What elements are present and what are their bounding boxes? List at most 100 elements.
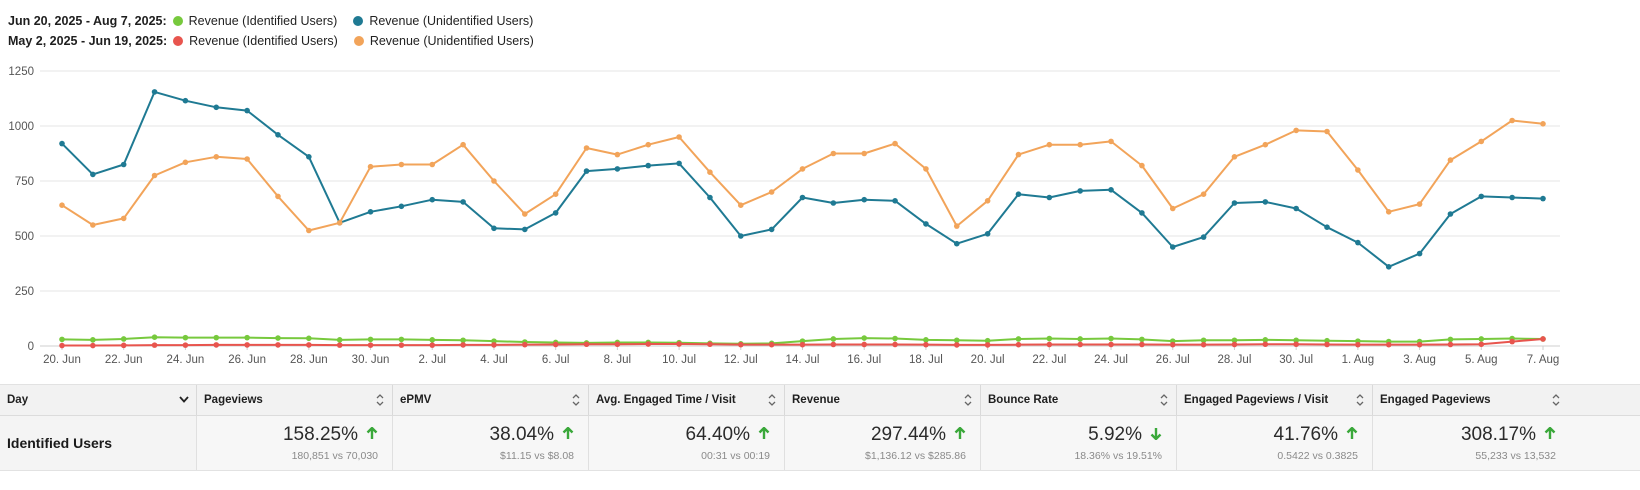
data-point[interactable] [552, 341, 559, 348]
data-point[interactable] [799, 166, 806, 172]
data-point[interactable] [1169, 341, 1176, 348]
data-point[interactable] [1200, 337, 1207, 344]
data-point[interactable] [306, 227, 312, 234]
data-point[interactable] [1324, 224, 1330, 230]
data-point[interactable] [1540, 336, 1546, 342]
data-point[interactable] [1077, 141, 1083, 148]
data-point[interactable] [583, 168, 590, 174]
data-point[interactable] [1139, 341, 1145, 348]
data-point[interactable] [1231, 200, 1238, 206]
data-point[interactable] [491, 225, 497, 232]
data-point[interactable] [583, 145, 590, 151]
data-point[interactable] [1262, 337, 1269, 343]
data-point[interactable] [367, 336, 374, 343]
data-point[interactable] [182, 342, 189, 348]
data-point[interactable] [367, 209, 374, 215]
data-point[interactable] [398, 342, 405, 348]
data-point[interactable] [59, 140, 65, 147]
data-point[interactable] [1478, 193, 1485, 200]
data-point[interactable] [1293, 341, 1299, 348]
data-point[interactable] [768, 189, 775, 195]
column-header-engaged-pageviews[interactable]: Engaged Pageviews [1373, 385, 1640, 415]
data-point[interactable] [676, 160, 682, 167]
data-point[interactable] [984, 198, 991, 204]
data-point[interactable] [151, 172, 158, 179]
legend-item-identified-previous[interactable]: Revenue (Identified Users) [173, 31, 338, 51]
data-point[interactable] [953, 337, 960, 344]
data-point[interactable] [645, 141, 652, 148]
data-point[interactable] [213, 334, 220, 341]
data-point[interactable] [1077, 341, 1083, 348]
data-point[interactable] [1385, 209, 1392, 215]
data-point[interactable] [1262, 199, 1269, 205]
data-point[interactable] [1447, 157, 1454, 163]
data-point[interactable] [151, 334, 158, 341]
data-point[interactable] [1015, 151, 1022, 158]
data-point[interactable] [244, 334, 250, 341]
data-point[interactable] [120, 342, 127, 349]
data-point[interactable] [367, 163, 374, 170]
data-point[interactable] [1015, 341, 1022, 348]
data-point[interactable] [1108, 187, 1114, 193]
series-0[interactable] [59, 89, 1546, 270]
data-point[interactable] [1077, 336, 1083, 342]
data-point[interactable] [1324, 128, 1330, 135]
data-point[interactable] [737, 341, 744, 348]
data-point[interactable] [367, 342, 374, 348]
data-point[interactable] [275, 342, 281, 348]
data-point[interactable] [90, 171, 96, 178]
data-point[interactable] [1231, 154, 1238, 160]
data-point[interactable] [522, 226, 528, 233]
data-point[interactable] [460, 342, 466, 348]
data-point[interactable] [306, 342, 312, 348]
data-point[interactable] [923, 166, 929, 172]
data-point[interactable] [213, 104, 220, 111]
data-point[interactable] [275, 335, 281, 341]
data-point[interactable] [552, 191, 559, 197]
data-point[interactable] [1169, 205, 1176, 212]
data-point[interactable] [120, 215, 127, 222]
data-point[interactable] [398, 161, 405, 168]
series-3[interactable] [59, 336, 1546, 349]
data-point[interactable] [892, 335, 898, 342]
data-point[interactable] [892, 198, 898, 204]
data-point[interactable] [151, 342, 158, 348]
data-point[interactable] [830, 200, 837, 206]
data-point[interactable] [768, 226, 775, 233]
data-point[interactable] [676, 134, 682, 140]
data-point[interactable] [984, 337, 991, 344]
data-point[interactable] [737, 202, 744, 208]
data-point[interactable] [1447, 341, 1454, 348]
data-point[interactable] [1478, 138, 1485, 145]
data-point[interactable] [1231, 341, 1238, 348]
data-point[interactable] [1046, 141, 1053, 148]
data-point[interactable] [984, 342, 991, 348]
data-point[interactable] [244, 156, 250, 162]
data-point[interactable] [830, 341, 837, 348]
data-point[interactable] [1355, 167, 1361, 173]
data-point[interactable] [552, 210, 559, 216]
data-point[interactable] [1169, 244, 1176, 250]
data-point[interactable] [522, 341, 528, 348]
data-point[interactable] [151, 89, 158, 95]
column-header-revenue[interactable]: Revenue [785, 385, 981, 415]
data-point[interactable] [676, 341, 682, 347]
column-header-day[interactable]: Day [0, 385, 197, 415]
data-point[interactable] [923, 221, 929, 227]
data-point[interactable] [830, 336, 837, 342]
data-point[interactable] [336, 342, 343, 348]
data-point[interactable] [1447, 336, 1454, 343]
data-point[interactable] [1540, 121, 1546, 127]
data-point[interactable] [861, 335, 868, 341]
data-point[interactable] [1108, 138, 1114, 145]
data-point[interactable] [1139, 210, 1145, 216]
data-point[interactable] [59, 202, 65, 208]
data-point[interactable] [799, 194, 806, 201]
data-point[interactable] [953, 223, 960, 229]
data-point[interactable] [614, 166, 621, 172]
data-point[interactable] [645, 341, 652, 347]
data-point[interactable] [737, 233, 744, 239]
data-point[interactable] [1478, 341, 1485, 348]
data-point[interactable] [244, 342, 250, 348]
data-point[interactable] [1509, 194, 1515, 201]
